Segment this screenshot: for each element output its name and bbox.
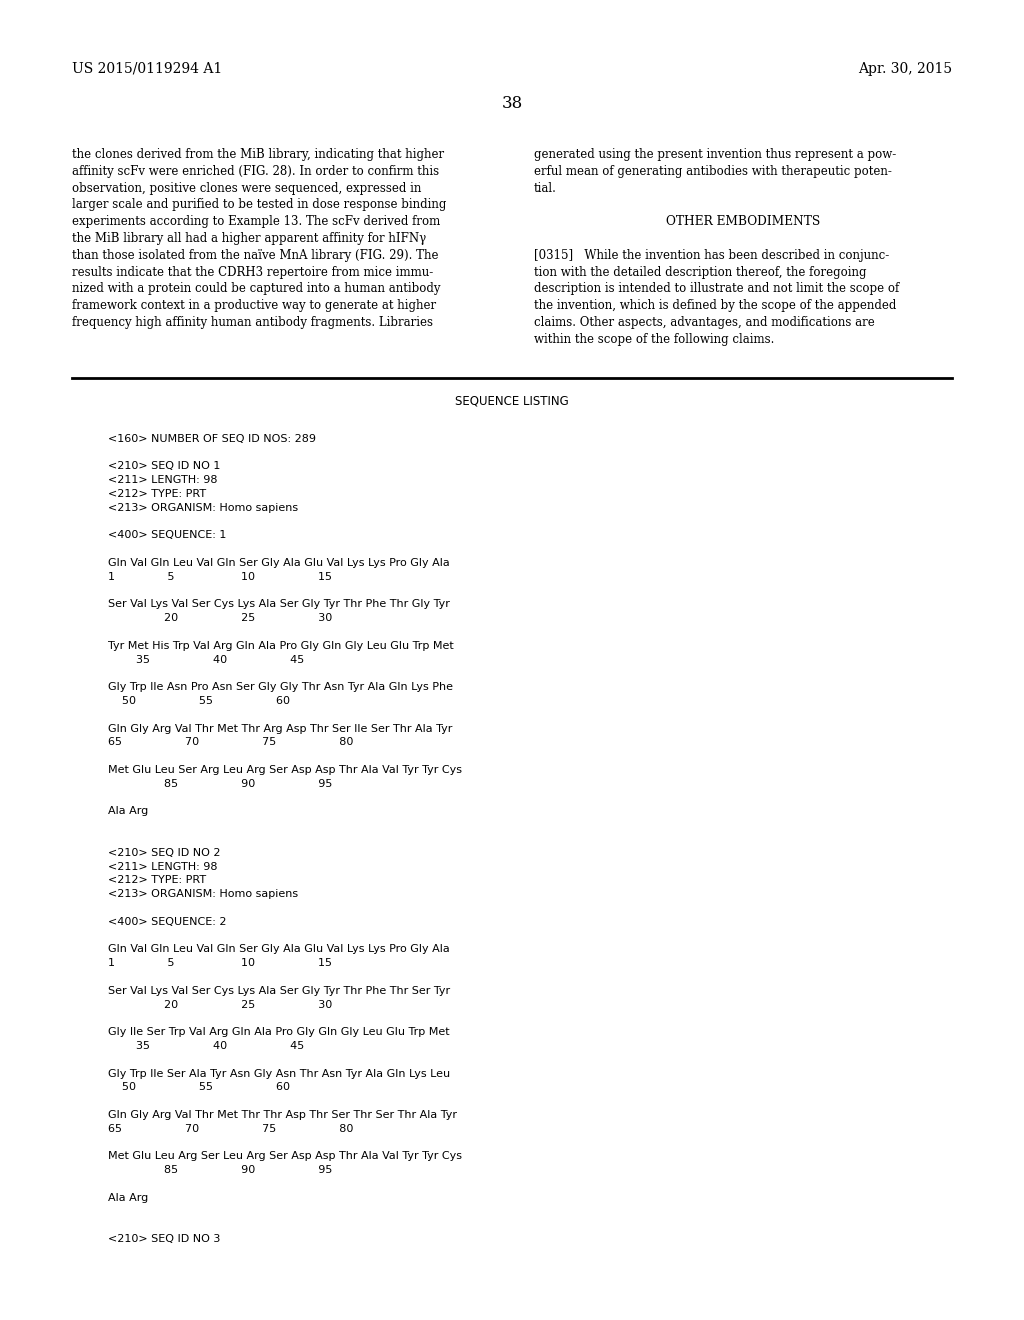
Text: than those isolated from the naïve MnA library (FIG. 29). The: than those isolated from the naïve MnA l… — [72, 248, 438, 261]
Text: framework context in a productive way to generate at higher: framework context in a productive way to… — [72, 300, 436, 313]
Text: Gln Gly Arg Val Thr Met Thr Thr Asp Thr Ser Thr Ser Thr Ala Tyr: Gln Gly Arg Val Thr Met Thr Thr Asp Thr … — [108, 1110, 457, 1119]
Text: <160> NUMBER OF SEQ ID NOS: 289: <160> NUMBER OF SEQ ID NOS: 289 — [108, 434, 316, 444]
Text: <213> ORGANISM: Homo sapiens: <213> ORGANISM: Homo sapiens — [108, 503, 298, 512]
Text: Gly Trp Ile Ser Ala Tyr Asn Gly Asn Thr Asn Tyr Ala Gln Lys Leu: Gly Trp Ile Ser Ala Tyr Asn Gly Asn Thr … — [108, 1069, 451, 1078]
Text: nized with a protein could be captured into a human antibody: nized with a protein could be captured i… — [72, 282, 440, 296]
Text: US 2015/0119294 A1: US 2015/0119294 A1 — [72, 62, 222, 77]
Text: Gln Gly Arg Val Thr Met Thr Arg Asp Thr Ser Ile Ser Thr Ala Tyr: Gln Gly Arg Val Thr Met Thr Arg Asp Thr … — [108, 723, 453, 734]
Text: 50                  55                  60: 50 55 60 — [108, 696, 290, 706]
Text: the invention, which is defined by the scope of the appended: the invention, which is defined by the s… — [534, 300, 896, 313]
Text: SEQUENCE LISTING: SEQUENCE LISTING — [455, 393, 569, 407]
Text: experiments according to Example 13. The scFv derived from: experiments according to Example 13. The… — [72, 215, 440, 228]
Text: larger scale and purified to be tested in dose response binding: larger scale and purified to be tested i… — [72, 198, 446, 211]
Text: <212> TYPE: PRT: <212> TYPE: PRT — [108, 875, 206, 886]
Text: description is intended to illustrate and not limit the scope of: description is intended to illustrate an… — [534, 282, 899, 296]
Text: Gly Trp Ile Asn Pro Asn Ser Gly Gly Thr Asn Tyr Ala Gln Lys Phe: Gly Trp Ile Asn Pro Asn Ser Gly Gly Thr … — [108, 682, 453, 692]
Text: 1               5                   10                  15: 1 5 10 15 — [108, 958, 332, 968]
Text: Ala Arg: Ala Arg — [108, 807, 148, 816]
Text: 35                  40                  45: 35 40 45 — [108, 1041, 304, 1051]
Text: 1               5                   10                  15: 1 5 10 15 — [108, 572, 332, 582]
Text: Met Glu Leu Arg Ser Leu Arg Ser Asp Asp Thr Ala Val Tyr Tyr Cys: Met Glu Leu Arg Ser Leu Arg Ser Asp Asp … — [108, 1151, 462, 1162]
Text: Ala Arg: Ala Arg — [108, 1193, 148, 1203]
Text: 50                  55                  60: 50 55 60 — [108, 1082, 290, 1093]
Text: 85                  90                  95: 85 90 95 — [108, 1166, 333, 1175]
Text: Ser Val Lys Val Ser Cys Lys Ala Ser Gly Tyr Thr Phe Thr Ser Tyr: Ser Val Lys Val Ser Cys Lys Ala Ser Gly … — [108, 986, 451, 995]
Text: Apr. 30, 2015: Apr. 30, 2015 — [858, 62, 952, 77]
Text: 20                  25                  30: 20 25 30 — [108, 614, 332, 623]
Text: 65                  70                  75                  80: 65 70 75 80 — [108, 738, 353, 747]
Text: the MiB library all had a higher apparent affinity for hIFNγ: the MiB library all had a higher apparen… — [72, 232, 426, 246]
Text: Gly Ile Ser Trp Val Arg Gln Ala Pro Gly Gln Gly Leu Glu Trp Met: Gly Ile Ser Trp Val Arg Gln Ala Pro Gly … — [108, 1027, 450, 1038]
Text: observation, positive clones were sequenced, expressed in: observation, positive clones were sequen… — [72, 182, 421, 194]
Text: <213> ORGANISM: Homo sapiens: <213> ORGANISM: Homo sapiens — [108, 890, 298, 899]
Text: generated using the present invention thus represent a pow-: generated using the present invention th… — [534, 148, 896, 161]
Text: erful mean of generating antibodies with therapeutic poten-: erful mean of generating antibodies with… — [534, 165, 892, 178]
Text: <400> SEQUENCE: 2: <400> SEQUENCE: 2 — [108, 917, 226, 927]
Text: 85                  90                  95: 85 90 95 — [108, 779, 333, 789]
Text: OTHER EMBODIMENTS: OTHER EMBODIMENTS — [666, 215, 820, 228]
Text: <210> SEQ ID NO 1: <210> SEQ ID NO 1 — [108, 462, 220, 471]
Text: Gln Val Gln Leu Val Gln Ser Gly Ala Glu Val Lys Lys Pro Gly Ala: Gln Val Gln Leu Val Gln Ser Gly Ala Glu … — [108, 944, 450, 954]
Text: 20                  25                  30: 20 25 30 — [108, 999, 332, 1010]
Text: tion with the detailed description thereof, the foregoing: tion with the detailed description there… — [534, 265, 866, 279]
Text: <210> SEQ ID NO 2: <210> SEQ ID NO 2 — [108, 847, 220, 858]
Text: results indicate that the CDRH3 repertoire from mice immu-: results indicate that the CDRH3 repertoi… — [72, 265, 433, 279]
Text: <400> SEQUENCE: 1: <400> SEQUENCE: 1 — [108, 531, 226, 540]
Text: Gln Val Gln Leu Val Gln Ser Gly Ala Glu Val Lys Lys Pro Gly Ala: Gln Val Gln Leu Val Gln Ser Gly Ala Glu … — [108, 558, 450, 568]
Text: <211> LENGTH: 98: <211> LENGTH: 98 — [108, 862, 217, 871]
Text: <212> TYPE: PRT: <212> TYPE: PRT — [108, 488, 206, 499]
Text: 65                  70                  75                  80: 65 70 75 80 — [108, 1123, 353, 1134]
Text: Ser Val Lys Val Ser Cys Lys Ala Ser Gly Tyr Thr Phe Thr Gly Tyr: Ser Val Lys Val Ser Cys Lys Ala Ser Gly … — [108, 599, 450, 610]
Text: Tyr Met His Trp Val Arg Gln Ala Pro Gly Gln Gly Leu Glu Trp Met: Tyr Met His Trp Val Arg Gln Ala Pro Gly … — [108, 640, 454, 651]
Text: 38: 38 — [502, 95, 522, 112]
Text: the clones derived from the MiB library, indicating that higher: the clones derived from the MiB library,… — [72, 148, 444, 161]
Text: <211> LENGTH: 98: <211> LENGTH: 98 — [108, 475, 217, 486]
Text: claims. Other aspects, advantages, and modifications are: claims. Other aspects, advantages, and m… — [534, 315, 874, 329]
Text: [0315]   While the invention has been described in conjunc-: [0315] While the invention has been desc… — [534, 248, 889, 261]
Text: tial.: tial. — [534, 182, 557, 194]
Text: frequency high affinity human antibody fragments. Libraries: frequency high affinity human antibody f… — [72, 315, 433, 329]
Text: affinity scFv were enriched (FIG. 28). In order to confirm this: affinity scFv were enriched (FIG. 28). I… — [72, 165, 439, 178]
Text: within the scope of the following claims.: within the scope of the following claims… — [534, 333, 774, 346]
Text: 35                  40                  45: 35 40 45 — [108, 655, 304, 664]
Text: <210> SEQ ID NO 3: <210> SEQ ID NO 3 — [108, 1234, 220, 1245]
Text: Met Glu Leu Ser Arg Leu Arg Ser Asp Asp Thr Ala Val Tyr Tyr Cys: Met Glu Leu Ser Arg Leu Arg Ser Asp Asp … — [108, 766, 462, 775]
